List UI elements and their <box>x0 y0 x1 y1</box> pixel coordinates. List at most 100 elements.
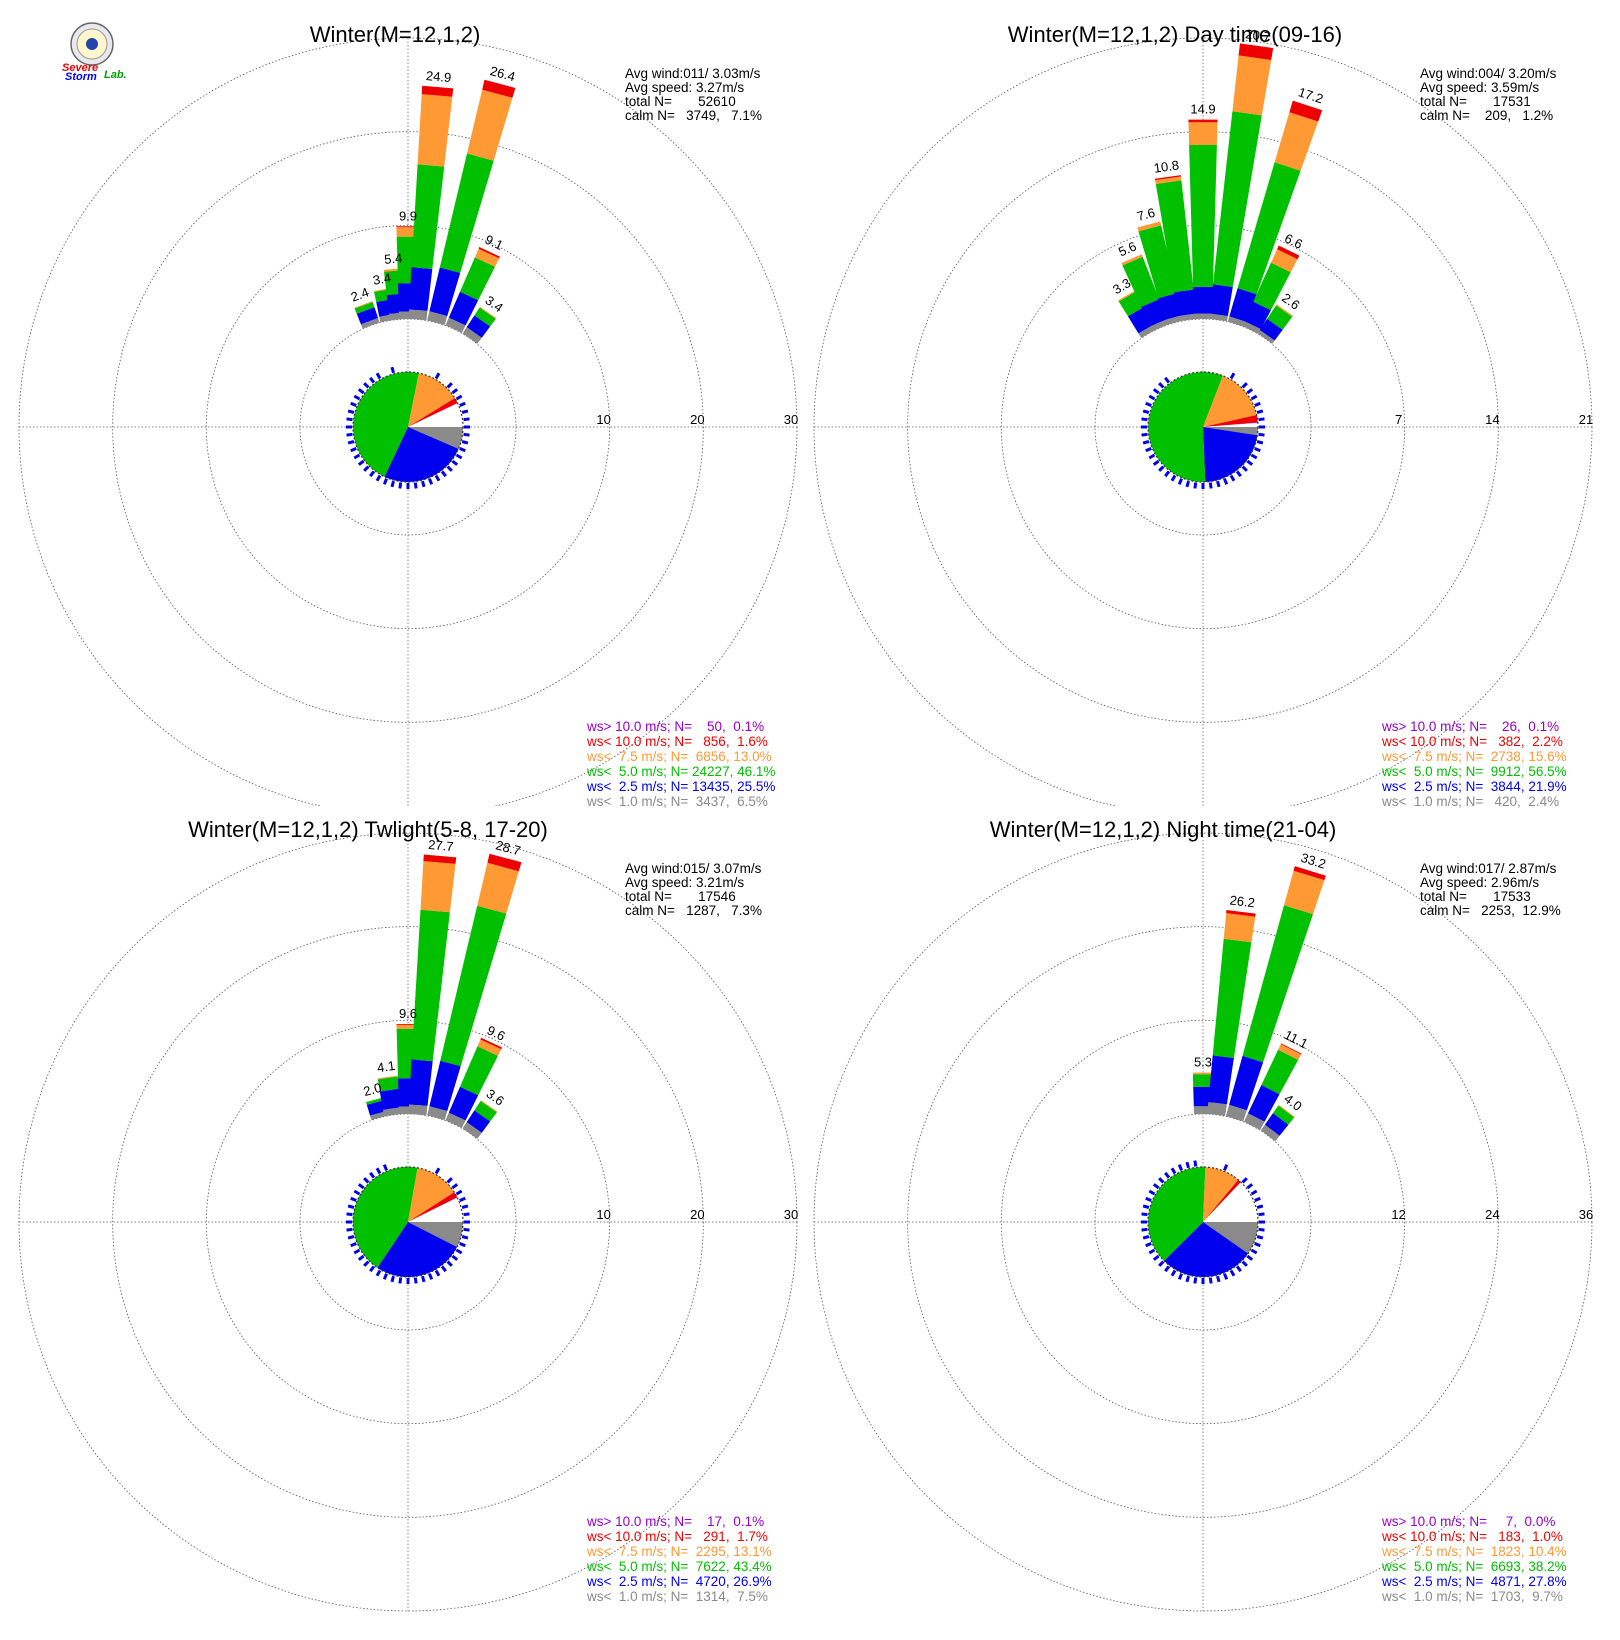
wind-bar-segment <box>1277 245 1300 260</box>
wind-bar-stub <box>1148 394 1156 401</box>
wind-bar-stub <box>459 401 466 407</box>
stats-line: Avg speed: 3.27m/s <box>625 80 744 95</box>
wind-bar-stub <box>369 376 376 384</box>
wind-bar-stub <box>1208 1277 1213 1284</box>
wind-bar-stub <box>353 1248 361 1255</box>
wind-bar-stub <box>1241 1177 1248 1184</box>
wind-bar-stub <box>375 372 382 380</box>
wind-bar-stub <box>382 478 388 485</box>
grid-ring <box>112 926 704 1518</box>
wind-bar-segment <box>1155 176 1182 184</box>
wind-bar-segment <box>354 301 373 309</box>
wind-bar-segment <box>478 247 500 259</box>
wind-bar-stub <box>363 382 370 389</box>
wind-bar-segment <box>1293 866 1326 881</box>
wind-bar-stub <box>455 1248 463 1255</box>
wind-bar-segment <box>429 1060 461 1111</box>
pie-slice <box>408 373 455 427</box>
wind-bar-stub <box>1141 432 1148 437</box>
wind-bar-stub <box>434 372 441 380</box>
wind-bar-stub <box>413 482 418 489</box>
bar-value-label: 5.6 <box>1116 239 1139 260</box>
wind-bar-stub <box>357 459 365 466</box>
wind-bar-stub <box>461 1235 469 1240</box>
wind-bar-segment <box>1259 318 1283 341</box>
wind-bar-stub <box>1141 1212 1148 1217</box>
wind-bar-stub <box>1145 1242 1152 1248</box>
wind-bar-segment <box>427 1106 448 1120</box>
wind-bar-segment <box>1253 262 1291 311</box>
wind-bar-stub <box>1216 1275 1221 1283</box>
bar-value-label: 5.4 <box>384 250 403 267</box>
pie-slice <box>1203 1167 1239 1222</box>
wind-bar-stub <box>1258 432 1265 437</box>
stats-line: Avg speed: 3.59m/s <box>1420 80 1539 95</box>
bar-value-label: 4.1 <box>376 1058 396 1075</box>
wind-bar-segment <box>1227 316 1247 328</box>
wind-bar-stub <box>461 409 469 414</box>
wind-bar-stub <box>1223 478 1229 485</box>
wind-bar-segment <box>411 909 450 1062</box>
wind-bar-stub <box>461 1204 469 1209</box>
stats-line: calm N= 1287, 7.3% <box>625 903 762 918</box>
wind-bar-stub <box>357 1183 365 1190</box>
wind-bar-segment <box>466 1110 491 1133</box>
wind-bar-stub <box>461 440 469 445</box>
pie-slice <box>1164 1222 1249 1278</box>
bar-value-label: 9.9 <box>399 208 417 223</box>
wind-bar-segment <box>1155 180 1194 293</box>
wind-bar-stub <box>1152 388 1160 395</box>
pie-slice <box>408 427 464 449</box>
pie-slice <box>1203 422 1258 427</box>
wind-bar-segment <box>1122 256 1160 307</box>
wind-bar-stub <box>1250 1189 1258 1196</box>
wind-bar-segment <box>396 226 420 228</box>
wind-bar-stub <box>1152 459 1160 466</box>
wind-bar-stub <box>1158 1177 1165 1184</box>
legend-entry: ws< 2.5 m/s; N= 3844, 21.9% <box>1381 779 1567 794</box>
wind-bar-segment <box>1207 1102 1227 1116</box>
bar-value-label: 33.2 <box>1299 850 1328 872</box>
wind-bar-stub <box>1235 470 1242 478</box>
panel-title: Winter(M=12,1,2) Day time(09-16) <box>1008 22 1342 47</box>
grid-ring <box>907 926 1499 1518</box>
wind-bar-segment <box>1244 301 1271 330</box>
wind-bar-stub <box>1148 1189 1156 1196</box>
wind-bar-stub <box>1229 372 1236 380</box>
wind-bar-segment <box>1237 162 1301 295</box>
panel-title: Winter(M=12,1,2) Night time(21-04) <box>990 817 1337 842</box>
legend-entry: ws< 1.0 m/s; N= 420, 2.4% <box>1381 794 1559 809</box>
wind-bar-stub <box>446 1260 453 1267</box>
wind-bar-segment <box>448 291 479 326</box>
wind-bar-stub <box>459 447 466 453</box>
wind-bar-stub <box>350 1196 357 1202</box>
wind-bar-segment <box>1223 913 1256 943</box>
grid-ring <box>18 37 798 806</box>
wind-bar-segment <box>460 257 495 301</box>
wind-bar-stub <box>390 1275 395 1283</box>
wind-bar-stub <box>1170 1269 1177 1277</box>
wind-bar-stub <box>346 1212 353 1217</box>
wind-bar-stub <box>1250 394 1258 401</box>
wind-bar-stub <box>346 417 353 422</box>
legend-entry: ws< 1.0 m/s; N= 1314, 7.5% <box>586 1589 768 1604</box>
wind-bar-stub <box>1164 1265 1171 1273</box>
wind-bar-stub <box>446 1177 453 1184</box>
stats-line: Avg speed: 3.21m/s <box>625 875 744 890</box>
wind-bar-stub <box>455 394 463 401</box>
wind-bar-segment <box>1212 938 1252 1058</box>
pie-rim <box>1147 371 1259 483</box>
windrose-panel: 12 24 365.326.233.211.14.0Winter(M=12,1,2)… <box>813 817 1593 1612</box>
wind-bar-stub <box>1241 382 1248 389</box>
pie-slice <box>1203 422 1258 427</box>
wind-bar-segment <box>482 79 516 98</box>
bar-value-label: 24.9 <box>425 68 452 85</box>
wind-bar-stub <box>350 1242 357 1248</box>
wind-bar-segment <box>1174 289 1197 316</box>
stats-line: calm N= 2253, 12.9% <box>1420 903 1561 918</box>
legend-entry: ws< 2.5 m/s; N= 13435, 25.5% <box>586 779 775 794</box>
wind-bar-stub <box>1145 447 1152 453</box>
pie-slice <box>1148 372 1223 483</box>
wind-bar-segment <box>409 1059 433 1106</box>
wind-bar-stub <box>363 465 370 472</box>
